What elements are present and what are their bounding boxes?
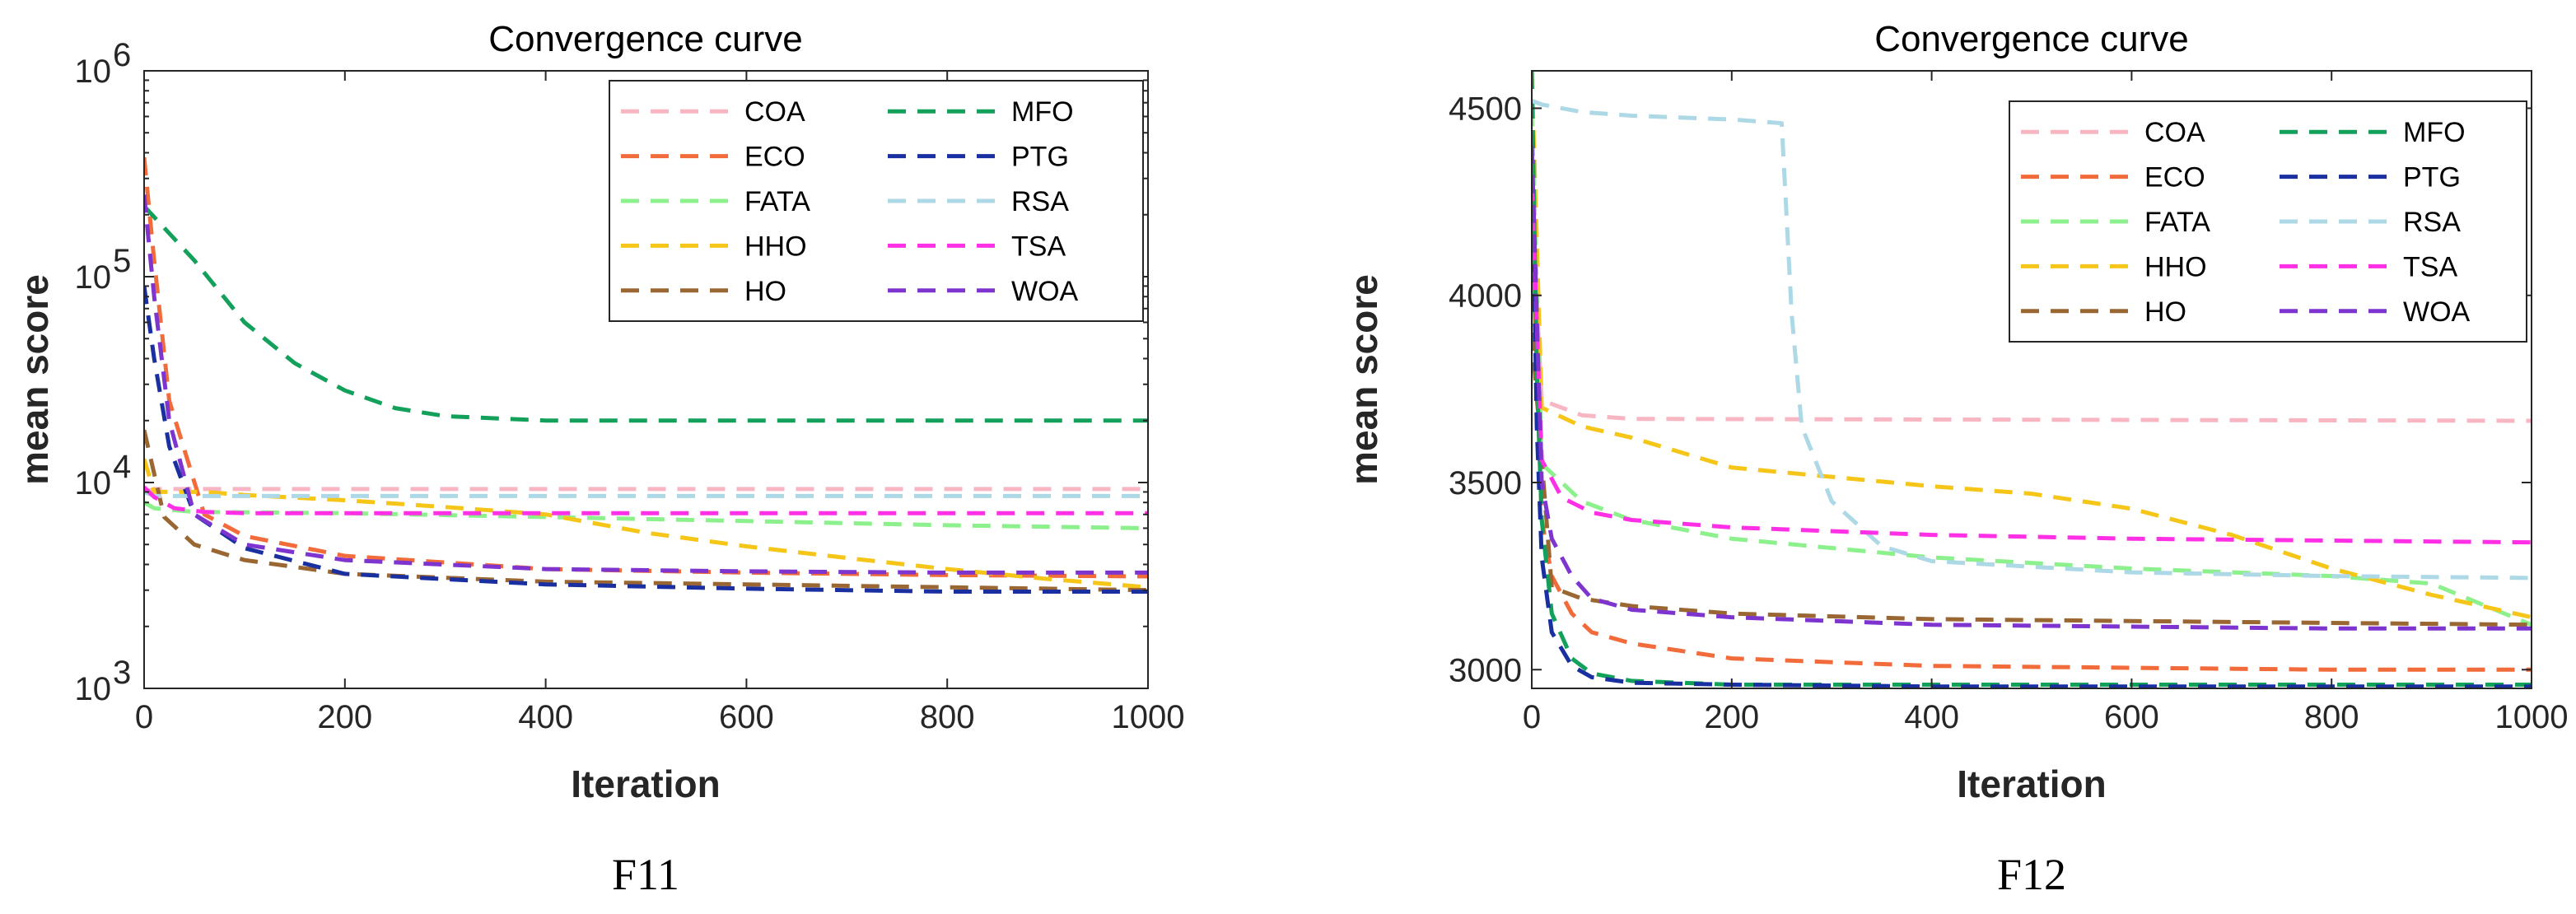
- y-tick-label: 3000: [1449, 652, 1522, 688]
- x-tick-label: 800: [2304, 699, 2359, 735]
- legend-label-fata: FATA: [2144, 207, 2210, 238]
- y-tick-label: 10: [75, 465, 112, 501]
- x-tick-label: 600: [719, 699, 774, 735]
- series-group: [144, 156, 1148, 594]
- legend-label-eco: ECO: [744, 142, 805, 173]
- chart-panel-f12: 0 200 400 600 800 1000 3000 3500 4000 4500 Converg…: [1342, 19, 2568, 899]
- x-tick-label: 400: [1904, 699, 1959, 735]
- x-tick-label: 1000: [1112, 699, 1185, 735]
- y-tick-label: 4000: [1449, 278, 1522, 315]
- legend-label-woa: WOA: [2403, 296, 2471, 328]
- chart-title: Convergence curve: [488, 19, 803, 59]
- series-line-woa: [1532, 145, 2532, 631]
- y-axis-label: mean score: [1342, 274, 1385, 485]
- legend-box: [2009, 100, 2527, 343]
- x-axis-label: Iteration: [571, 762, 720, 805]
- x-tick-label: 200: [317, 699, 372, 735]
- series-line-tsa: [144, 485, 1148, 515]
- legend-label-hho: HHO: [2144, 251, 2207, 282]
- legend-label-rsa: RSA: [1011, 186, 1069, 217]
- legend-label-hho: HHO: [744, 231, 807, 262]
- legend: COA ECO FATA HHO HO MFO PTG RSA TSA WOA: [2009, 100, 2527, 343]
- panel-caption: F11: [612, 850, 679, 899]
- series-line-coa: [144, 487, 1148, 494]
- series-line-ptg: [144, 286, 1148, 594]
- x-axis-label: Iteration: [1957, 762, 2106, 805]
- axes-frame: [1531, 70, 2532, 689]
- y-tick-label: 3500: [1449, 465, 1522, 501]
- y-tick-label: 10: [75, 54, 112, 90]
- legend-label-ho: HO: [2144, 296, 2186, 328]
- legend-label-fata: FATA: [744, 186, 810, 217]
- y-tick-exponent: 4: [113, 449, 131, 485]
- legend-label-rsa: RSA: [2403, 207, 2461, 238]
- x-tick-label: 600: [2104, 699, 2159, 735]
- y-tick-exponent: 5: [113, 243, 131, 279]
- series-line-rsa: [1532, 99, 2532, 581]
- y-tick-exponent: 6: [113, 37, 131, 73]
- x-tick-label: 800: [920, 699, 975, 735]
- legend-label-eco: ECO: [2144, 162, 2205, 194]
- y-tick-exponent: 3: [113, 655, 131, 691]
- x-tick-label: 0: [135, 699, 153, 735]
- axes-frame: [143, 70, 1149, 689]
- legend-label-tsa: TSA: [1011, 231, 1066, 262]
- x-tick-label: 200: [1704, 699, 1759, 735]
- series-line-mfo: [1532, 71, 2532, 687]
- series-line-tsa: [1532, 183, 2532, 545]
- y-axis-label: mean score: [13, 274, 56, 485]
- legend-label-mfo: MFO: [2403, 117, 2466, 148]
- series-line-hho: [144, 458, 1148, 590]
- legend-label-woa: WOA: [1011, 276, 1079, 307]
- legend-label-coa: COA: [2144, 117, 2205, 148]
- legend-label-ho: HO: [744, 276, 786, 307]
- series-line-woa: [144, 194, 1148, 575]
- legend-label-ptg: PTG: [2403, 162, 2461, 194]
- legend-label-ptg: PTG: [1011, 142, 1069, 173]
- x-tick-label: 1000: [2495, 699, 2569, 735]
- series-group: [1532, 71, 2532, 688]
- series-line-hho: [1532, 71, 2532, 620]
- series-line-ptg: [1532, 145, 2532, 688]
- y-tick-label: 10: [75, 259, 112, 296]
- y-tick-label: 4500: [1449, 91, 1522, 127]
- legend-label-coa: COA: [744, 96, 805, 128]
- panel-caption: F12: [1997, 850, 2066, 899]
- chart-title: Convergence curve: [1874, 19, 2189, 59]
- legend-label-tsa: TSA: [2403, 251, 2457, 282]
- x-tick-label: 400: [518, 699, 573, 735]
- legend: COA ECO FATA HHO HO MFO PTG RSA TSA WOA: [609, 80, 1144, 322]
- y-tick-label: 10: [75, 671, 112, 707]
- x-tick-label: 0: [1523, 699, 1541, 735]
- series-line-mfo: [144, 204, 1148, 423]
- legend-label-mfo: MFO: [1011, 96, 1074, 128]
